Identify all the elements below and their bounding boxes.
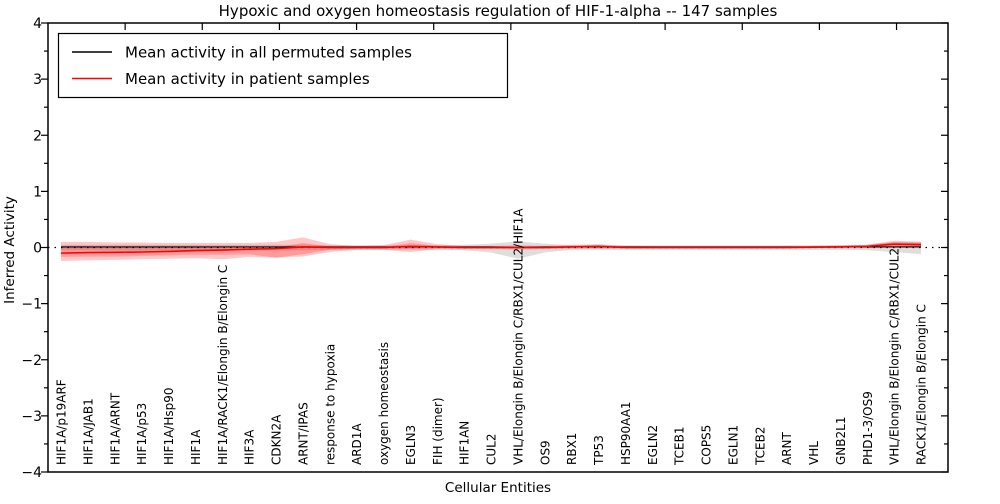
y-tick-label: 2 — [33, 128, 42, 144]
y-tick-label: −2 — [21, 353, 42, 369]
x-category-label: response to hypoxia — [323, 344, 337, 465]
x-category-label: FIH (dimer) — [431, 397, 445, 465]
x-category-label: RACK1/Elongin B/Elongin C — [915, 304, 929, 465]
chart-title: Hypoxic and oxygen homeostasis regulatio… — [219, 2, 778, 20]
y-tick-label: 4 — [33, 16, 42, 32]
legend: Mean activity in all permuted samples Me… — [57, 32, 509, 99]
x-category-label: TP53 — [592, 435, 606, 466]
legend-patient-label: Mean activity in patient samples — [125, 70, 370, 88]
series-lines — [60, 243, 922, 254]
y-tick-label: −1 — [21, 297, 42, 313]
confidence-bands — [61, 237, 921, 261]
x-category-label: HSP90AA1 — [619, 401, 633, 465]
y-tick-label: 3 — [33, 72, 42, 88]
y-tick-label: −3 — [21, 409, 42, 425]
x-category-label: HIF1A/Hsp90 — [162, 387, 176, 465]
patient-outer-band — [61, 237, 921, 261]
x-category-label: GNB2L1 — [834, 417, 848, 465]
y-tick-labels: 4 3 2 1 0 −1 −2 −3 −4 — [21, 16, 42, 481]
x-category-labels: HIF1A/p19ARF HIF1A/JAB1 HIF1A/ARNT HIF1A/p5… — [55, 208, 929, 466]
patient-mean-line — [60, 243, 922, 254]
x-category-label: OS9 — [538, 440, 552, 465]
x-category-label: COPS5 — [700, 425, 714, 465]
x-category-label: oxygen homeostasis — [377, 342, 391, 465]
y-tick-label: −4 — [21, 465, 42, 481]
axis-ticks — [41, 22, 948, 473]
x-category-label: EGLN3 — [404, 425, 418, 465]
x-category-label: HIF1A/RACK1/Elongin B/Elongin C — [216, 265, 230, 465]
x-category-label: VHL/Elongin B/Elongin C/RBX1/CUL2 — [888, 248, 902, 465]
x-axis-label: Cellular Entities — [445, 480, 551, 496]
x-category-label: HIF1A — [189, 429, 203, 465]
x-category-label: ARNT — [780, 431, 794, 465]
x-category-label: PHD1-3/OS9 — [861, 391, 875, 465]
x-category-label: HIF3A — [243, 429, 257, 465]
y-axis-label: Inferred Activity — [2, 196, 18, 304]
legend-permuted-label: Mean activity in all permuted samples — [125, 44, 412, 62]
x-category-label: HIF1A/p19ARF — [55, 379, 69, 465]
x-category-label: EGLN1 — [726, 425, 740, 465]
x-category-label: HIF1AN — [458, 421, 472, 465]
x-category-label: TCEB2 — [753, 427, 767, 466]
patient-inner-band — [61, 242, 921, 258]
x-category-label: ARD1A — [350, 423, 364, 465]
x-category-label: HIF1A/JAB1 — [81, 398, 95, 465]
x-category-label: VHL/Elongin B/Elongin C/RBX1/CUL2/HIF1A — [511, 208, 525, 465]
x-category-label: TCEB1 — [673, 427, 687, 466]
x-category-label: HIF1A/ARNT — [108, 392, 122, 465]
x-category-label: HIF1A/p53 — [135, 403, 149, 465]
y-tick-label: 0 — [33, 241, 42, 257]
x-category-label: RBX1 — [565, 433, 579, 465]
x-category-label: ARNT/IPAS — [296, 402, 310, 465]
x-category-label: CUL2 — [485, 434, 499, 465]
legend-box — [57, 32, 509, 99]
x-category-label: EGLN2 — [646, 425, 660, 465]
y-tick-label: 1 — [33, 184, 42, 200]
x-category-label: VHL — [807, 441, 821, 465]
x-category-label: CDKN2A — [270, 414, 284, 465]
permuted-std-band — [61, 241, 921, 259]
